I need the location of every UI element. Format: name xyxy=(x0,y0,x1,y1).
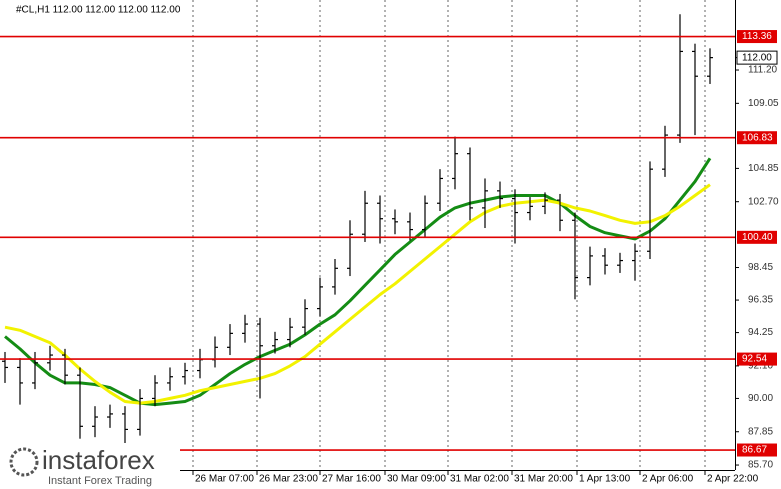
x-tick-label: 26 Mar 23:00 xyxy=(259,474,318,485)
level-label: 86.67 xyxy=(742,445,767,456)
chart-header: #CL,H1 112.00 112.00 112.00 112.00 xyxy=(16,5,181,16)
x-tick-label: 2 Apr 06:00 xyxy=(642,474,694,485)
y-tick-label: 102.70 xyxy=(748,196,779,207)
y-tick-label: 96.35 xyxy=(748,295,773,306)
level-label-box xyxy=(737,30,777,44)
moving-average xyxy=(4,157,712,407)
level-label: 100.40 xyxy=(742,232,773,243)
logo-name: instaforex xyxy=(42,445,155,475)
x-tick-label: 26 Mar 07:00 xyxy=(195,474,254,485)
last-price-box xyxy=(736,50,778,65)
level-label: 92.54 xyxy=(742,354,767,365)
level-label-box xyxy=(737,131,777,145)
logo-icon xyxy=(9,447,39,477)
x-tick-label: 2 Apr 22:00 xyxy=(707,474,759,485)
y-tick-label: 98.45 xyxy=(748,262,773,273)
y-tick-label: 90.00 xyxy=(748,393,773,404)
y-tick-label: 104.85 xyxy=(748,163,779,174)
y-tick-label: 92.10 xyxy=(748,361,773,372)
y-tick-label: 109.05 xyxy=(748,98,779,109)
logo-box xyxy=(0,443,180,489)
x-tick-label: 31 Mar 02:00 xyxy=(450,474,509,485)
level-label: 106.83 xyxy=(742,132,773,143)
y-tick-label: 87.85 xyxy=(748,426,773,437)
level-label-box xyxy=(737,443,777,457)
x-tick-label: 1 Apr 13:00 xyxy=(579,474,631,485)
level-label-box xyxy=(737,352,777,366)
last-price-label: 112.00 xyxy=(742,52,772,63)
level-label-box xyxy=(737,230,777,244)
x-tick-label: 27 Mar 16:00 xyxy=(322,474,381,485)
y-tick-label: 94.25 xyxy=(748,327,773,338)
x-tick-label: 30 Mar 09:00 xyxy=(387,474,446,485)
y-tick-label: 85.70 xyxy=(748,460,773,471)
x-tick-label: 31 Mar 20:00 xyxy=(514,474,573,485)
moving-average xyxy=(4,183,711,405)
level-label: 113.36 xyxy=(742,31,772,42)
y-tick-label: 111.20 xyxy=(748,65,778,76)
logo-tagline: Instant Forex Trading xyxy=(48,475,152,487)
logo: instaforex Instant Forex Trading xyxy=(0,443,180,489)
